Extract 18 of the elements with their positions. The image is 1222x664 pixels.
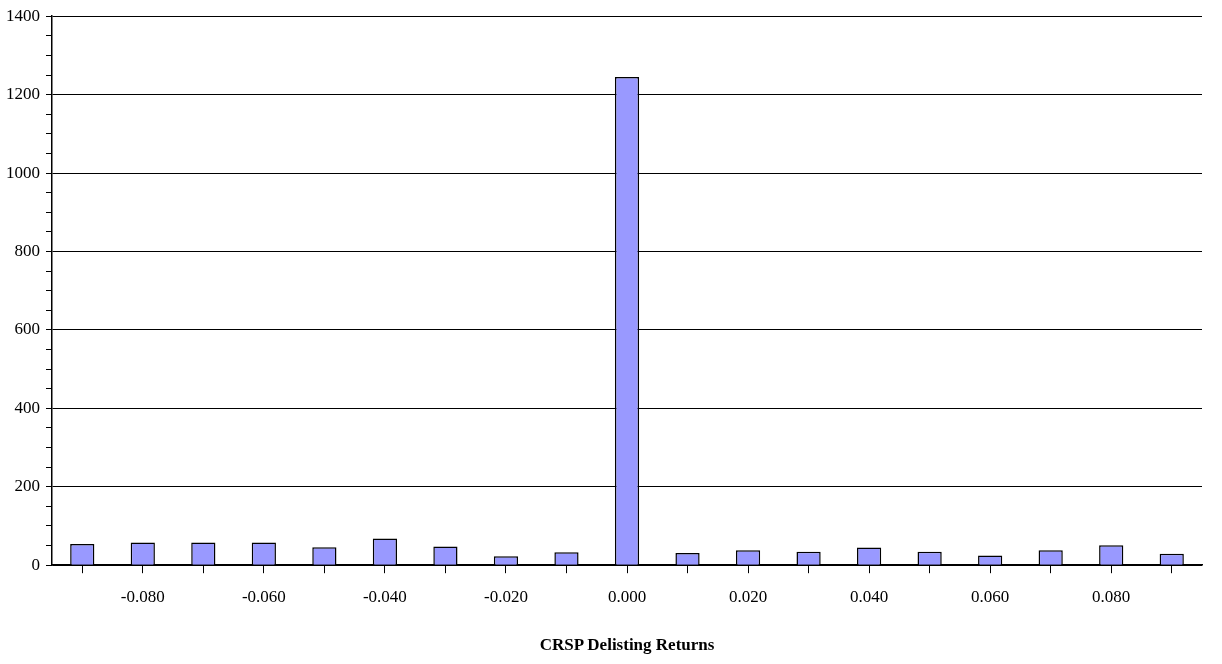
x-tick-label: 0.020 <box>728 586 768 606</box>
x-tick-label: 0.080 <box>1092 586 1131 606</box>
y-tick-label: 1400 <box>6 5 40 25</box>
x-axis-title: CRSP Delisting Returns <box>539 635 715 655</box>
x-tick-label: -0.020 <box>483 586 528 606</box>
y-tick-label: 200 <box>14 476 40 496</box>
y-tick-label: 600 <box>14 319 40 339</box>
y-tick-label: 1000 <box>6 162 40 182</box>
x-tick-label: -0.080 <box>120 586 165 606</box>
y-tick-label: 0 <box>31 554 40 574</box>
x-tick-label: 0.040 <box>849 586 889 606</box>
x-tick-label: -0.040 <box>362 586 407 606</box>
y-tick-label: 800 <box>14 240 40 260</box>
x-tick-label: 0.060 <box>971 586 1010 606</box>
x-tick-label: -0.060 <box>241 586 286 606</box>
y-tick-label: 400 <box>14 397 40 417</box>
y-tick-label: 1200 <box>6 84 40 104</box>
x-tick-label: 0.000 <box>607 586 647 606</box>
